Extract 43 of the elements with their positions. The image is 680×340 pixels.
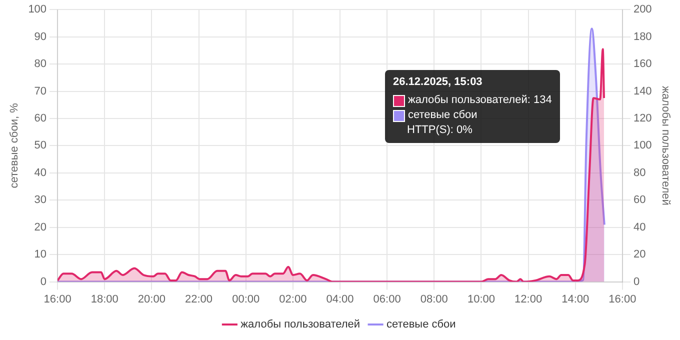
x-tick-label: 00:00	[232, 293, 260, 306]
legend-label: сетевые сбои	[386, 318, 456, 331]
y2-tick-label: 40	[633, 221, 646, 234]
y2-tick-label: 120	[633, 112, 652, 125]
annotation: 26.12.2025, 15:03	[393, 75, 482, 90]
x-tick-label: 12:00	[514, 293, 542, 306]
y2-tick-label: 180	[633, 30, 652, 43]
y-tick-label: 20	[34, 221, 47, 234]
y-tick-label: 60	[34, 112, 47, 125]
y-tick-label: 90	[34, 30, 47, 43]
x-tick-label: 02:00	[279, 293, 307, 306]
y-axis-title: сетевые сбои, %	[8, 102, 21, 188]
y2-tick-label: 140	[633, 85, 652, 98]
x-tick-label: 14:00	[562, 293, 590, 306]
x-tick-label: 16:00	[44, 293, 72, 306]
y-tick-label: 10	[34, 248, 47, 261]
y2-tick-label: 160	[633, 58, 652, 70]
x-tick-label: 08:00	[420, 293, 448, 306]
legend-label: жалобы пользователей	[240, 318, 360, 331]
y2-tick-label: 100	[633, 140, 652, 152]
y2-tick-label: 200	[633, 4, 652, 16]
annotation: HTTP(S): 0%	[407, 123, 472, 138]
y2-tick-label: 60	[633, 194, 646, 206]
x-tick-label: 16:00	[608, 293, 636, 306]
annotation: жалобы пользователей: 134	[408, 93, 552, 108]
x-tick-label: 10:00	[467, 293, 495, 306]
y2-tick-label: 20	[633, 248, 646, 261]
x-tick-label: 20:00	[138, 293, 166, 306]
y-tick-label: 30	[34, 194, 47, 206]
y-tick-label: 40	[34, 166, 47, 179]
x-tick-label: 18:00	[90, 293, 118, 306]
x-tick-label: 06:00	[373, 293, 401, 306]
y-tick-label: 70	[34, 85, 47, 98]
y-tick-label: 50	[34, 140, 47, 152]
annotation: сетевые сбои	[408, 108, 478, 123]
y-tick-label: 0	[40, 276, 47, 288]
y-tick-label: 100	[28, 4, 47, 16]
y-tick-label: 80	[34, 58, 47, 70]
y2-tick-label: 0	[633, 276, 640, 288]
y2-axis-title: жалобы пользователей	[659, 86, 672, 206]
y2-tick-label: 80	[633, 166, 646, 179]
x-tick-label: 04:00	[326, 293, 354, 306]
x-tick-label: 22:00	[185, 293, 213, 306]
